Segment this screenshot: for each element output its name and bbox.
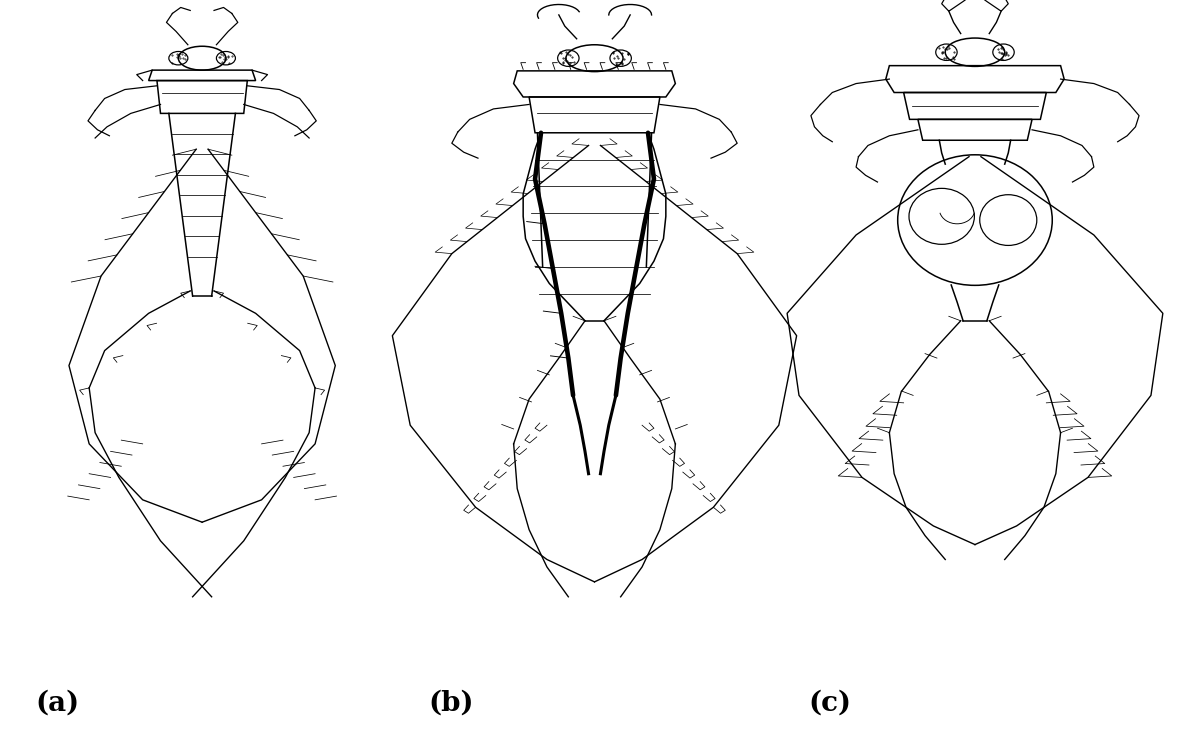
Text: (b): (b) (428, 689, 473, 716)
Text: (a): (a) (36, 689, 80, 716)
Text: (c): (c) (809, 689, 851, 716)
